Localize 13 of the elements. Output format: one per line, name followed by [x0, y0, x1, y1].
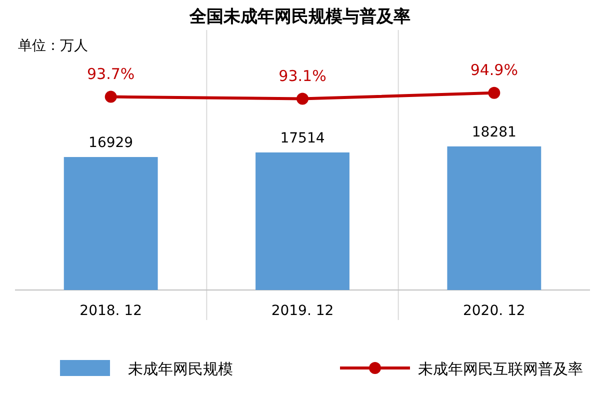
data-label: 93.7%: [87, 64, 135, 83]
legend-label: 未成年网民规模: [128, 360, 233, 378]
chart-title: 全国未成年网民规模与普及率: [188, 6, 410, 27]
data-label: 18281: [472, 124, 516, 140]
legend-label: 未成年网民互联网普及率: [418, 360, 583, 378]
x-tick-label: 2018. 12: [80, 303, 142, 319]
x-tick-label: 2019. 12: [271, 303, 334, 319]
data-label: 17514: [280, 130, 325, 146]
annotation: 单位：万人: [18, 38, 88, 54]
x-tick-label: 2020. 12: [462, 303, 526, 319]
data-label: 94.9%: [470, 60, 518, 79]
data-label: 93.1%: [278, 66, 326, 85]
data-label: 16929: [88, 135, 134, 152]
